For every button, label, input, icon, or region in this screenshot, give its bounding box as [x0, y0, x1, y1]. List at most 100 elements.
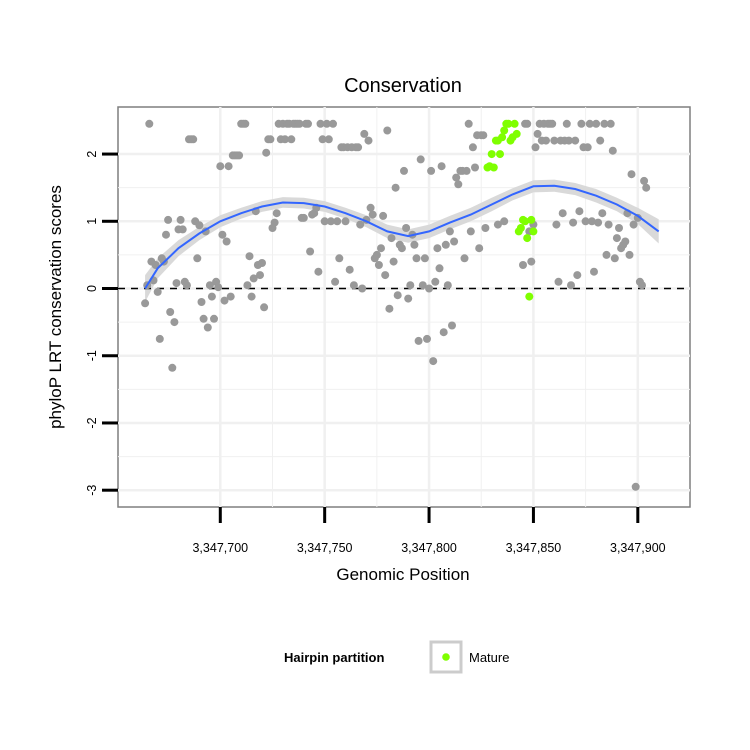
point-other — [481, 224, 490, 232]
point-other — [608, 146, 617, 155]
point-mature — [512, 129, 521, 138]
point-other — [354, 143, 363, 152]
point-other — [170, 318, 179, 327]
point-other — [569, 218, 578, 227]
point-other — [590, 267, 598, 276]
x-axis: 3,347,700 3,347,750 3,347,800 3,347,850 3,34… — [192, 507, 666, 555]
point-other — [564, 136, 573, 145]
point-mature — [516, 224, 525, 232]
point-other — [418, 281, 427, 290]
point-other — [210, 314, 218, 323]
point-other — [640, 176, 649, 185]
point-other — [207, 292, 216, 301]
y-tick-label: -3 — [85, 485, 99, 496]
y-tick-label: -2 — [85, 417, 99, 428]
point-other — [452, 173, 461, 182]
point-other — [258, 259, 266, 267]
point-other — [145, 119, 154, 128]
point-other — [226, 292, 235, 301]
point-other — [642, 183, 651, 192]
point-other — [433, 244, 442, 253]
point-mature — [525, 292, 534, 301]
point-mature — [500, 126, 509, 135]
point-other — [431, 277, 440, 286]
point-other — [304, 119, 312, 128]
point-other — [368, 210, 377, 219]
point-other — [295, 119, 304, 128]
point-other — [439, 328, 448, 337]
point-other — [318, 135, 327, 144]
x-tick-label: 3,347,850 — [506, 541, 562, 555]
point-other — [445, 227, 454, 236]
point-other — [220, 296, 229, 305]
point-mature — [487, 150, 496, 159]
point-other — [542, 136, 550, 145]
y-tick-label: -1 — [85, 350, 99, 361]
point-other — [610, 254, 619, 263]
point-other — [218, 230, 227, 239]
point-other — [249, 274, 258, 283]
point-other — [155, 334, 164, 343]
point-other — [193, 254, 202, 263]
point-mature — [529, 227, 538, 236]
point-other — [475, 244, 484, 253]
point-other — [377, 244, 385, 253]
point-other — [391, 183, 400, 192]
point-other — [621, 237, 630, 246]
point-other — [602, 250, 611, 259]
point-other — [214, 283, 223, 292]
point-other — [562, 119, 571, 128]
point-other — [523, 119, 532, 128]
point-other — [500, 217, 509, 226]
point-other — [164, 215, 173, 224]
point-other — [320, 217, 329, 226]
point-other — [414, 336, 423, 345]
point-other — [241, 119, 250, 128]
point-other — [349, 281, 358, 290]
point-other — [581, 217, 590, 226]
y-axis-label: phyloP LRT conservation scores — [46, 185, 65, 429]
point-other — [604, 220, 613, 229]
point-other — [372, 250, 381, 259]
point-other — [464, 119, 473, 128]
point-other — [335, 254, 344, 263]
point-other — [153, 287, 162, 296]
point-other — [420, 254, 429, 263]
point-other — [493, 220, 502, 229]
point-other — [592, 119, 601, 128]
point-other — [333, 217, 342, 226]
point-other — [425, 284, 434, 293]
point-other — [625, 250, 634, 259]
point-other — [519, 261, 527, 269]
point-other — [400, 166, 408, 175]
point-other — [203, 323, 212, 332]
point-other — [427, 166, 436, 175]
point-other — [389, 257, 398, 266]
point-other — [316, 119, 325, 128]
point-other — [594, 218, 603, 227]
point-other — [151, 261, 160, 269]
point-other — [322, 119, 331, 128]
point-other — [182, 281, 191, 290]
point-other — [606, 119, 615, 128]
point-other — [479, 131, 488, 140]
x-tick-label: 3,347,900 — [610, 541, 666, 555]
legend-key-mature — [442, 653, 450, 661]
point-other — [437, 162, 446, 171]
y-tick-label: 1 — [85, 218, 99, 225]
point-other — [326, 217, 335, 226]
y-tick-label: 2 — [85, 151, 99, 158]
smooth-curve-group — [144, 184, 660, 290]
point-other — [454, 180, 463, 189]
point-other — [272, 209, 281, 218]
point-other — [176, 215, 185, 224]
x-tick-label: 3,347,750 — [297, 541, 353, 555]
point-other — [364, 136, 373, 145]
point-other — [205, 281, 214, 290]
point-other — [462, 166, 471, 175]
x-tick-label: 3,347,800 — [401, 541, 457, 555]
point-other — [366, 203, 375, 212]
point-other — [615, 224, 623, 232]
point-other — [189, 135, 198, 144]
